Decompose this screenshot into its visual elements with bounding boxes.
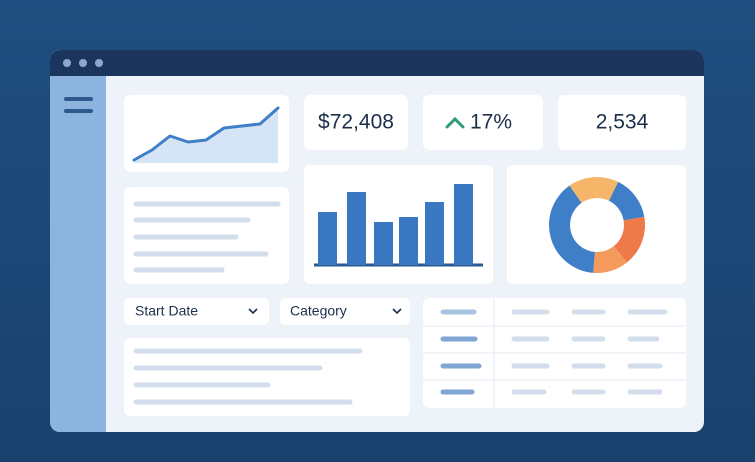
donut-segment xyxy=(569,177,619,203)
bar xyxy=(454,184,473,265)
bar xyxy=(374,222,393,265)
filter-category[interactable]: Category xyxy=(280,298,410,325)
kpi-revenue: $72,408 xyxy=(318,111,394,134)
trend-area xyxy=(134,108,278,163)
bar xyxy=(425,202,444,265)
window-dot xyxy=(79,59,87,67)
title-bar xyxy=(50,50,704,76)
sidebar xyxy=(50,76,106,432)
up-arrow xyxy=(445,116,465,129)
donut-segment xyxy=(593,246,627,273)
filter-start-date[interactable]: Start Date xyxy=(124,298,269,325)
bar xyxy=(399,217,418,265)
window-dot xyxy=(95,59,103,67)
window-dot xyxy=(63,59,71,67)
filter-label: Category xyxy=(290,303,347,319)
bar xyxy=(347,192,366,265)
filter-label: Start Date xyxy=(135,303,198,319)
donut-segment xyxy=(608,181,645,221)
kpi-growth: 17% xyxy=(470,111,512,134)
donut-segment xyxy=(613,216,646,263)
text-placeholders xyxy=(133,201,363,405)
bar xyxy=(318,212,337,265)
donut-segment xyxy=(549,185,595,273)
kpi-count: 2,534 xyxy=(596,111,649,134)
menu-icon[interactable] xyxy=(64,97,93,113)
trend-line xyxy=(132,106,280,162)
table xyxy=(423,298,686,408)
